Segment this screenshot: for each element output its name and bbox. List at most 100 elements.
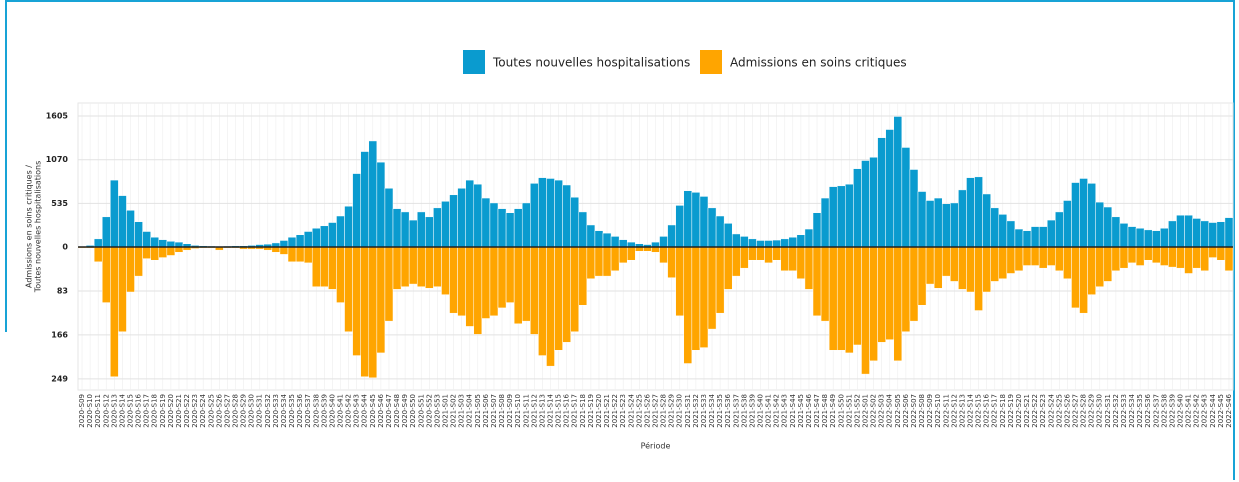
bar	[1087, 246, 1096, 295]
x-tick-label: 2020-S16	[135, 393, 143, 427]
bar	[578, 246, 588, 306]
x-tick-label: 2022-S30	[1096, 394, 1104, 428]
bar	[788, 246, 798, 272]
x-tick-label: 2020-S50	[409, 394, 417, 428]
bar	[311, 246, 321, 287]
y-tick-label: 1605	[46, 112, 69, 121]
x-tick-label: 2022-S31	[1104, 394, 1112, 428]
x-tick-label: 2022-S24	[1047, 393, 1055, 427]
x-tick-label: 2021-S47	[813, 394, 821, 428]
bar	[974, 246, 983, 311]
bar	[772, 239, 781, 248]
bar	[489, 246, 499, 317]
bar	[1168, 246, 1177, 268]
bar	[110, 179, 119, 248]
bar	[1014, 228, 1024, 248]
y-tick-label: 535	[51, 199, 68, 208]
x-tick-label: 2020-S31	[256, 394, 264, 428]
bar	[1095, 246, 1105, 287]
x-tick-label: 2021-S24	[627, 393, 635, 427]
bar	[344, 246, 353, 332]
bar	[933, 246, 943, 289]
x-tick-label: 2021-S05	[474, 394, 482, 428]
x-tick-label: 2020-S25	[207, 394, 215, 428]
bar	[780, 246, 790, 272]
bar	[392, 246, 402, 290]
x-tick-label: 2022-S36	[1144, 393, 1152, 427]
x-tick-label: 2022-S11	[942, 394, 950, 428]
bar	[925, 200, 935, 248]
bar	[853, 246, 862, 346]
bar	[352, 173, 361, 248]
x-tick-label: 2021-S21	[603, 394, 611, 428]
y-tick-label: 1070	[46, 155, 69, 164]
bar	[1135, 227, 1145, 248]
bar	[885, 246, 895, 340]
bar	[966, 246, 975, 293]
bar	[731, 233, 741, 248]
x-tick-label: 2021-S44	[789, 393, 797, 427]
bar	[950, 202, 959, 248]
bar	[982, 193, 991, 248]
x-tick-label: 2021-S22	[611, 394, 619, 428]
x-tick-label: 2020-S30	[248, 394, 256, 428]
bar	[497, 208, 507, 248]
bar	[1151, 246, 1161, 264]
bar	[376, 246, 386, 354]
bar	[1046, 246, 1056, 266]
x-tick-label: 2022-S42	[1193, 394, 1201, 428]
bar	[150, 246, 160, 261]
bar	[1160, 227, 1169, 248]
x-tick-label: 2022-S09	[926, 394, 934, 428]
bar	[740, 246, 749, 269]
x-tick-label: 2020-S20	[167, 394, 175, 428]
bar	[473, 183, 483, 248]
bar	[134, 221, 143, 248]
bar	[925, 246, 935, 285]
bar	[764, 246, 773, 264]
x-tick-label: 2021-S19	[587, 394, 595, 428]
bar	[1055, 211, 1064, 248]
x-tick-label: 2022-S45	[1217, 394, 1225, 428]
bar	[1006, 246, 1016, 274]
bar	[667, 246, 676, 278]
x-tick-label: 2021-S33	[700, 394, 708, 428]
x-tick-label: 2021-S52	[853, 394, 861, 428]
x-tick-label: 2021-S41	[765, 394, 773, 428]
bar	[457, 246, 466, 317]
bar	[594, 230, 604, 248]
x-tick-label: 2021-S40	[757, 394, 765, 428]
bar	[408, 219, 418, 248]
bar	[1176, 246, 1185, 269]
bar	[836, 246, 846, 351]
bar	[538, 177, 547, 248]
bar	[320, 246, 329, 287]
x-tick-label: 2020-S48	[393, 394, 401, 428]
x-tick-label: 2021-S42	[773, 394, 781, 428]
bar	[958, 246, 967, 290]
bar	[715, 215, 725, 248]
bar	[344, 205, 353, 248]
bar	[853, 168, 862, 248]
x-tick-label: 2021-S43	[781, 394, 789, 428]
x-tick-label: 2021-S25	[635, 394, 643, 428]
x-tick-label: 2022-S38	[1160, 394, 1168, 428]
bar	[465, 246, 475, 327]
x-tick-label: 2020-S26	[215, 393, 223, 427]
bar	[101, 246, 111, 303]
bar	[828, 246, 838, 351]
x-tick-label: 2022-S12	[950, 394, 958, 428]
bar	[489, 202, 499, 248]
bar	[408, 246, 418, 285]
bar	[1184, 214, 1193, 248]
bar	[933, 197, 943, 248]
x-tick-label: 2021-S26	[643, 393, 651, 427]
bar	[336, 246, 345, 303]
x-tick-label: 2020-S21	[175, 394, 183, 428]
bar	[118, 195, 127, 248]
x-tick-label: 2021-S50	[837, 394, 845, 428]
bar	[990, 246, 1000, 282]
bar	[279, 246, 289, 255]
bar	[1111, 216, 1121, 248]
